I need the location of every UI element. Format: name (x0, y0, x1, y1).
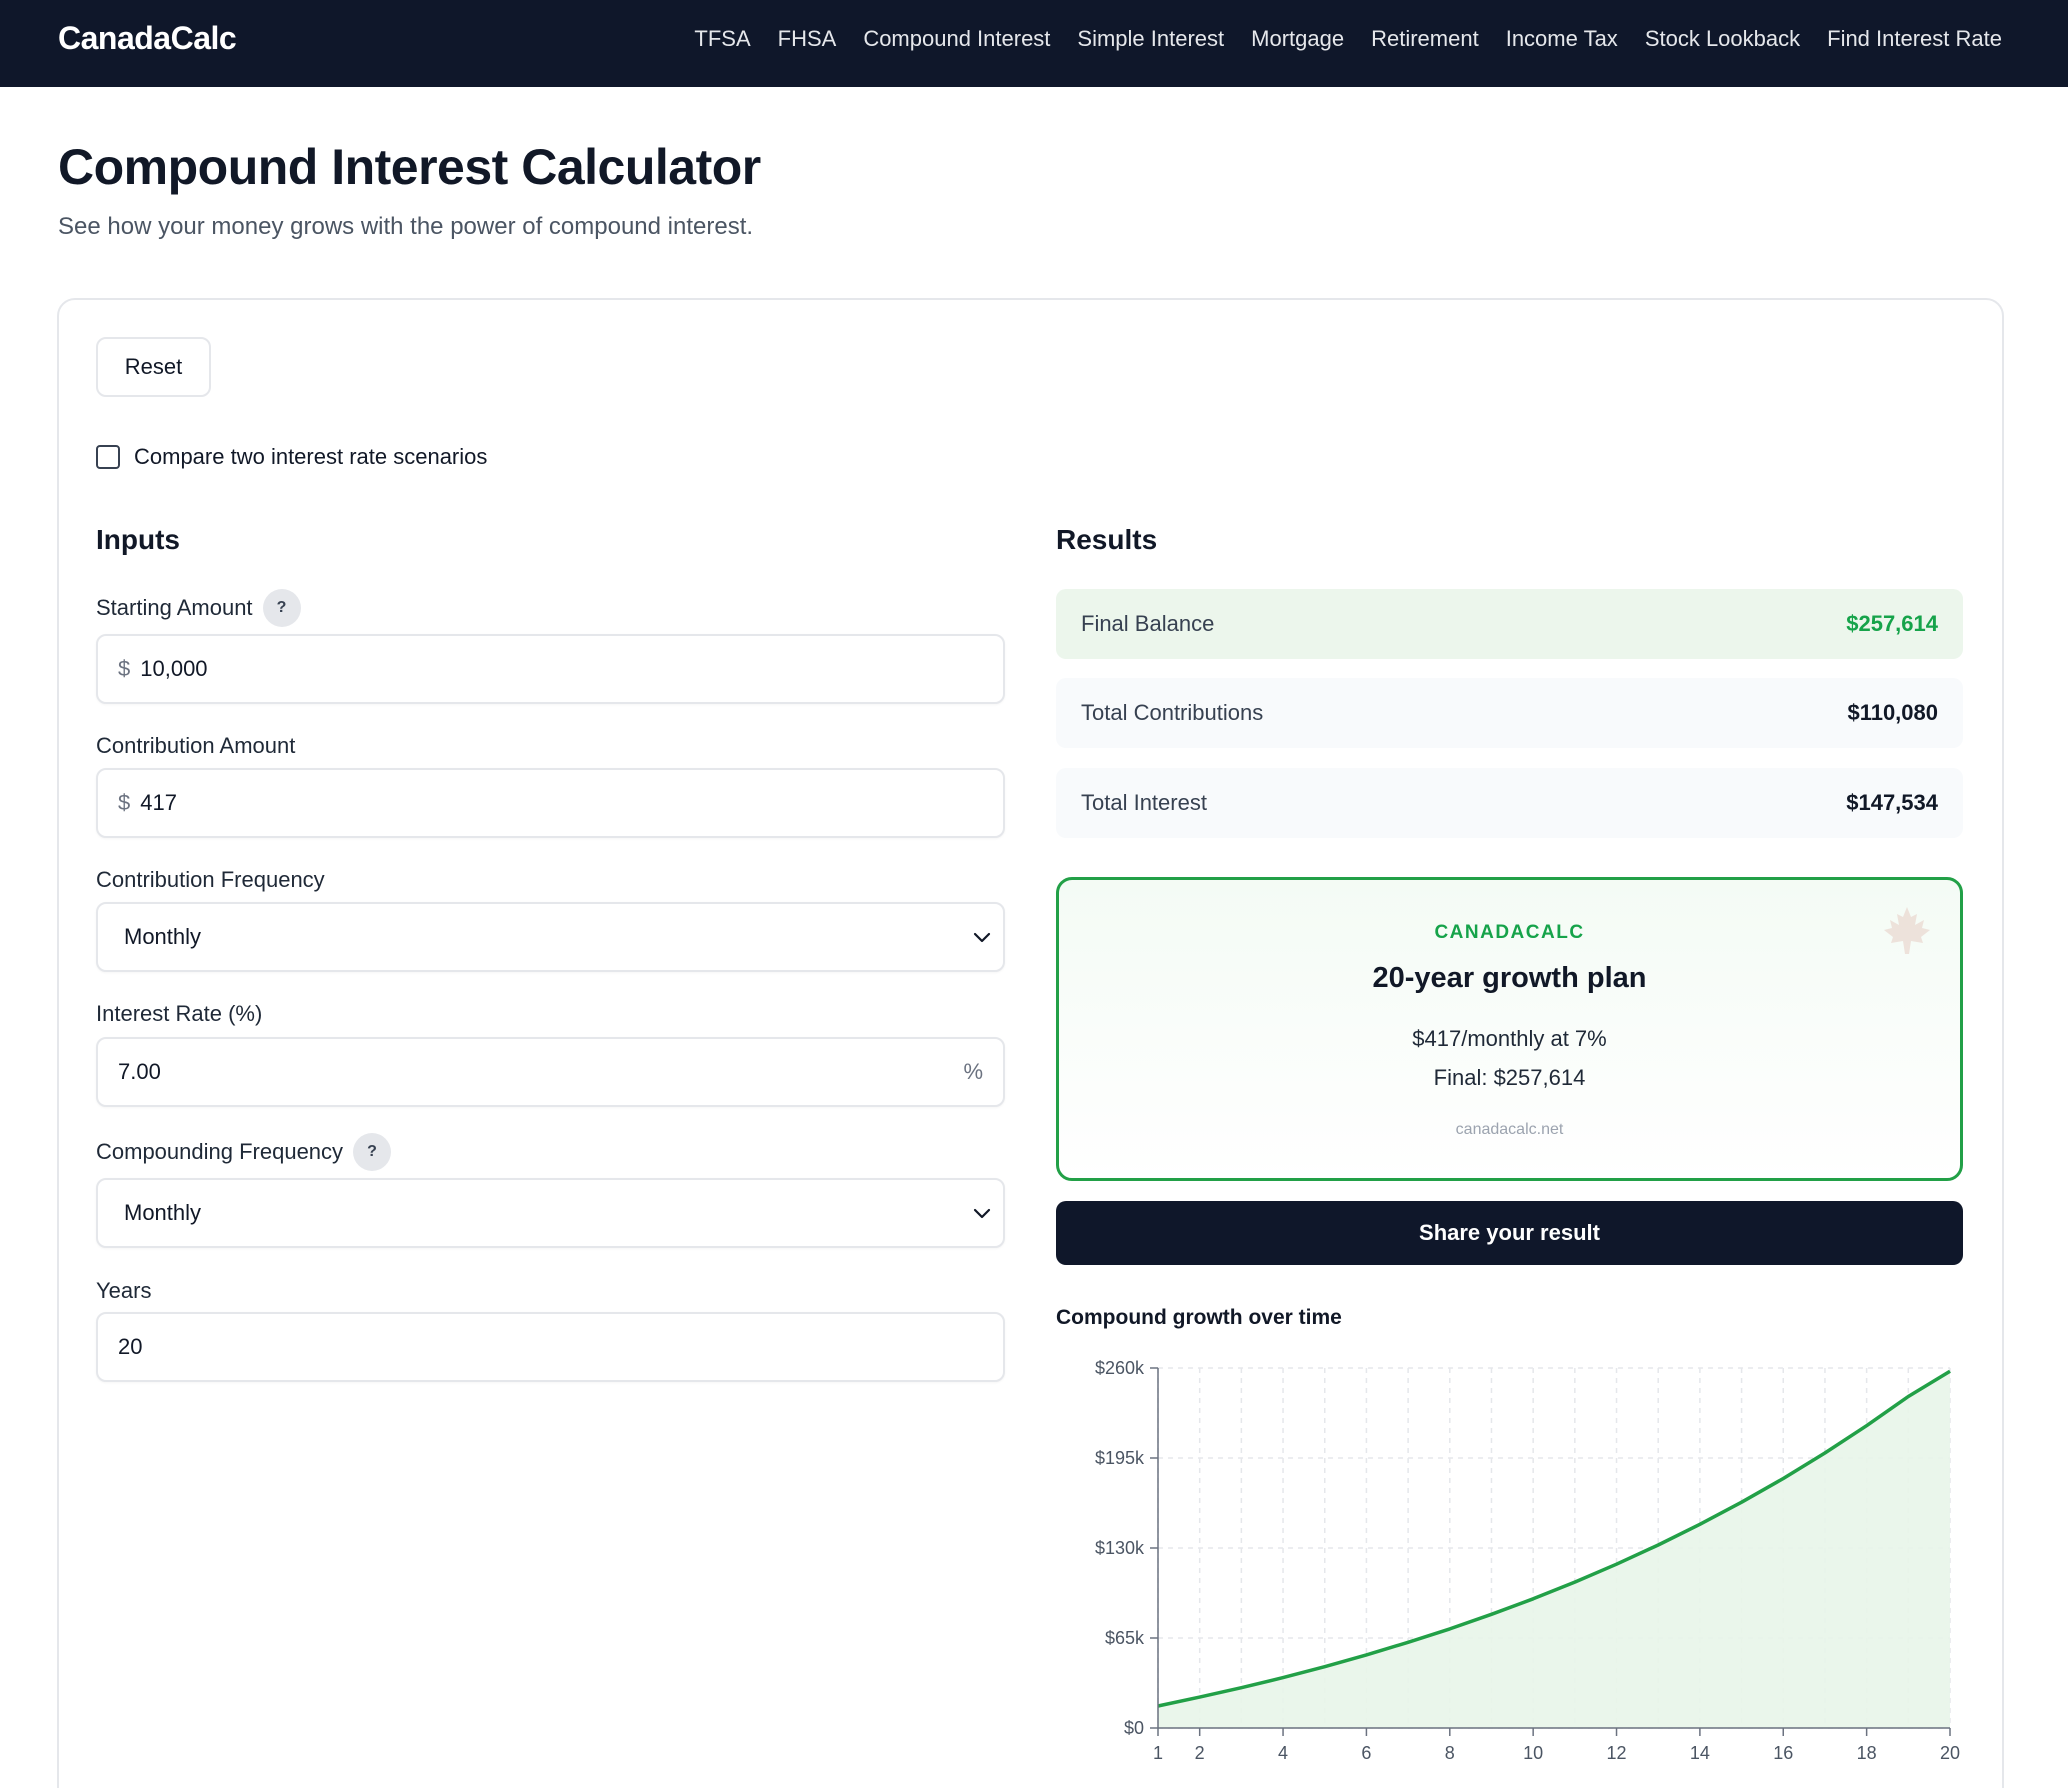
contribution-frequency-label-text: Contribution Frequency (96, 867, 325, 892)
interest-rate-label-text: Interest Rate (%) (96, 1001, 263, 1026)
nav-link-find-interest-rate[interactable]: Find Interest Rate (1827, 26, 2002, 51)
compare-label[interactable]: Compare two interest rate scenarios (134, 444, 488, 469)
growth-plan-card: CANADACALC 20-year growth plan $417/mont… (1056, 877, 1963, 1181)
years-value[interactable]: 20 (118, 1334, 143, 1359)
starting-amount-label: Starting Amount ? (96, 589, 301, 627)
nav-link-tfsa[interactable]: TFSA (694, 26, 751, 51)
contribution-frequency-label: Contribution Frequency (96, 867, 325, 893)
chart-title: Compound growth over time (1056, 1306, 1342, 1329)
growth-area (1158, 1371, 1950, 1728)
contribution-frequency-select[interactable]: Monthly (96, 902, 1005, 972)
x-tick-label: 14 (1690, 1743, 1710, 1763)
nav-link-simple-interest[interactable]: Simple Interest (1077, 26, 1225, 51)
inputs-heading: Inputs (96, 524, 180, 555)
contribution-amount-label-text: Contribution Amount (96, 733, 296, 758)
contribution-frequency-value[interactable]: Monthly (124, 924, 202, 949)
page-subtitle: See how your money grows with the power … (58, 213, 754, 240)
y-tick-label: $195k (1095, 1448, 1145, 1468)
x-tick-label: 6 (1361, 1743, 1371, 1763)
x-tick-label: 2 (1195, 1743, 1205, 1763)
contribution-amount-label: Contribution Amount (96, 733, 295, 759)
contribution-amount-value[interactable]: 417 (140, 790, 177, 815)
y-tick-label: $130k (1095, 1538, 1145, 1558)
total-contributions-row: Total Contributions $110,080 (1056, 678, 1963, 748)
years-label-text: Years (96, 1278, 152, 1303)
y-tick-label: $65k (1105, 1628, 1145, 1648)
plan-title: 20-year growth plan (1372, 962, 1647, 994)
nav-link-stock-lookback[interactable]: Stock Lookback (1644, 26, 1801, 51)
years-label: Years (96, 1278, 151, 1304)
years-input[interactable]: 20 (96, 1312, 1005, 1382)
x-tick-label: 1 (1153, 1743, 1163, 1763)
x-tick-label: 18 (1857, 1743, 1877, 1763)
chevron-down-icon[interactable] (971, 926, 993, 948)
x-tick-label: 20 (1940, 1743, 1960, 1763)
growth-line (1157, 1369, 1951, 1708)
starting-amount-value[interactable]: 10,000 (140, 656, 208, 681)
total-contributions-value: $110,080 (1847, 700, 1938, 725)
total-interest-row: Total Interest $147,534 (1056, 768, 1963, 838)
top-navbar: CanadaCalc TFSA FHSA Compound Interest S… (0, 0, 2068, 87)
main-nav: TFSA FHSA Compound Interest Simple Inter… (694, 26, 2002, 52)
page-title: Compound Interest Calculator (58, 139, 761, 195)
plan-contribution-summary: $417/monthly at 7% (1412, 1026, 1607, 1051)
contribution-amount-input[interactable]: $ 417 (96, 768, 1005, 838)
x-tick-label: 8 (1445, 1743, 1455, 1763)
nav-link-fhsa[interactable]: FHSA (777, 26, 837, 51)
compounding-frequency-value[interactable]: Monthly (124, 1200, 202, 1225)
reset-button[interactable]: Reset (96, 337, 211, 397)
chevron-down-icon[interactable] (971, 1202, 993, 1224)
total-interest-value: $147,534 (1846, 790, 1938, 815)
final-balance-value: $257,614 (1846, 611, 1938, 636)
plan-site: canadacalc.net (1455, 1121, 1564, 1138)
interest-rate-label: Interest Rate (%) (96, 1001, 262, 1027)
starting-amount-input[interactable]: $ 10,000 (96, 634, 1005, 704)
brand-logo[interactable]: CanadaCalc (58, 20, 237, 56)
results-heading: Results (1056, 524, 1158, 555)
percent-suffix: % (963, 1059, 983, 1084)
x-tick-label: 4 (1278, 1743, 1288, 1763)
nav-link-compound-interest[interactable]: Compound Interest (863, 26, 1051, 51)
nav-link-mortgage[interactable]: Mortgage (1251, 26, 1345, 51)
help-icon[interactable]: ? (262, 589, 301, 627)
x-tick-label: 16 (1773, 1743, 1793, 1763)
starting-amount-label-text: Starting Amount (96, 595, 253, 620)
share-result-button[interactable]: Share your result (1056, 1201, 1963, 1265)
compounding-frequency-select[interactable]: Monthly (96, 1178, 1005, 1248)
x-tick-label: 10 (1523, 1743, 1543, 1763)
nav-link-income-tax[interactable]: Income Tax (1505, 26, 1618, 51)
final-balance-row: Final Balance $257,614 (1056, 589, 1963, 659)
interest-rate-value[interactable]: 7.00 (118, 1059, 161, 1084)
plan-final-summary: Final: $257,614 (1433, 1065, 1586, 1090)
compounding-frequency-label: Compounding Frequency ? (96, 1133, 392, 1171)
compare-checkbox[interactable] (96, 445, 120, 469)
plan-brand: CANADACALC (1434, 922, 1585, 943)
y-tick-label: $260k (1095, 1358, 1145, 1378)
total-contributions-label: Total Contributions (1081, 700, 1264, 725)
help-icon[interactable]: ? (353, 1133, 392, 1171)
dollar-prefix: $ (118, 790, 131, 815)
nav-link-retirement[interactable]: Retirement (1371, 26, 1479, 51)
maple-leaf-icon (1884, 907, 1930, 954)
compounding-frequency-label-text: Compounding Frequency (96, 1139, 344, 1164)
y-tick-label: $0 (1124, 1718, 1144, 1738)
compare-toggle[interactable]: Compare two interest rate scenarios (96, 444, 487, 470)
dollar-prefix: $ (118, 656, 131, 681)
x-tick-label: 12 (1607, 1743, 1627, 1763)
final-balance-label: Final Balance (1081, 611, 1215, 636)
total-interest-label: Total Interest (1081, 790, 1207, 815)
interest-rate-input[interactable]: 7.00 % (96, 1037, 1005, 1107)
